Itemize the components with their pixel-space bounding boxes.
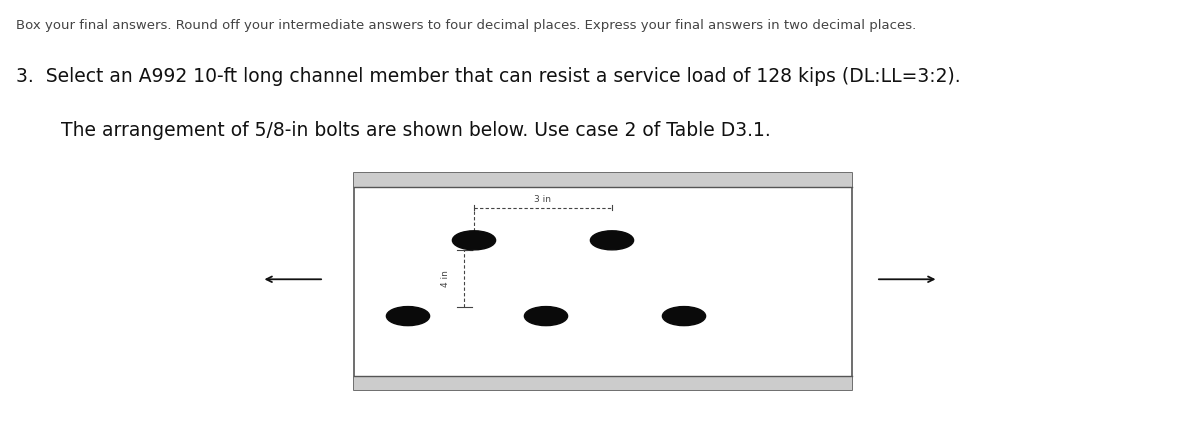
Ellipse shape [590,231,634,250]
Text: 4 in: 4 in [440,270,450,287]
Bar [354,376,852,390]
Ellipse shape [662,307,706,326]
Ellipse shape [524,307,568,326]
Text: 3 in: 3 in [534,194,552,204]
Bar [354,173,852,390]
Ellipse shape [452,231,496,250]
Bar [354,173,852,187]
Text: Box your final answers. Round off your intermediate answers to four decimal plac: Box your final answers. Round off your i… [16,19,916,32]
Ellipse shape [386,307,430,326]
Text: The arrangement of 5/8-in bolts are shown below. Use case 2 of Table D3.1.: The arrangement of 5/8-in bolts are show… [61,121,770,140]
Text: 3.  Select an A992 10-ft long channel member that can resist a service load of 1: 3. Select an A992 10-ft long channel mem… [16,67,960,86]
